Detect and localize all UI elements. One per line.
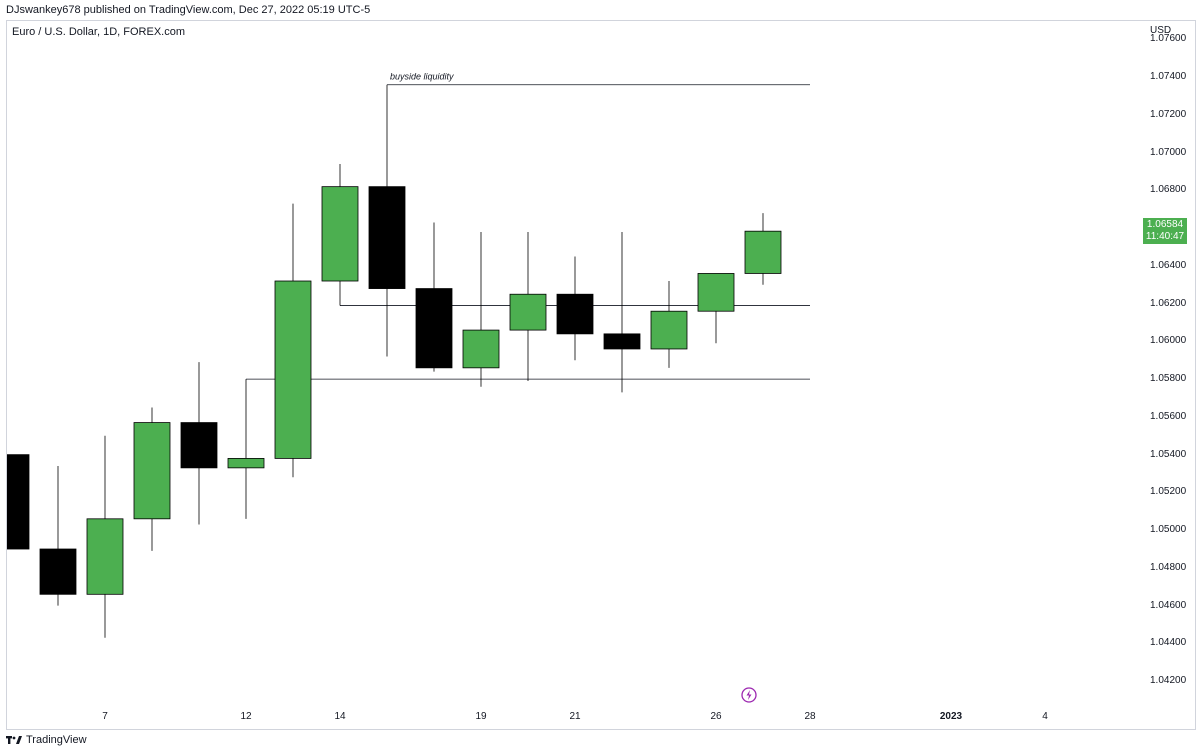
last-price-value: 1.06584 — [1146, 219, 1184, 231]
price-tick-label: 1.05800 — [1150, 373, 1187, 385]
price-tick-label: 1.04600 — [1150, 599, 1187, 611]
price-tick-label: 1.06200 — [1150, 297, 1187, 309]
candle-body-5 — [227, 458, 265, 469]
price-tick-label: 1.07000 — [1150, 146, 1187, 158]
price-tick-label: 1.07400 — [1150, 71, 1187, 83]
price-tick-label: 1.04400 — [1150, 637, 1187, 649]
candle-body-3 — [133, 422, 171, 520]
candle-body-2 — [86, 518, 124, 595]
price-tick-label: 1.06000 — [1150, 335, 1187, 347]
price-tick-label: 1.04800 — [1150, 561, 1187, 573]
chart-pane[interactable] — [6, 20, 1196, 730]
price-tick-label: 1.05600 — [1150, 410, 1187, 422]
price-tick-label: 1.07200 — [1150, 108, 1187, 120]
candle-body-14 — [650, 310, 688, 350]
time-tick-label: 12 — [240, 711, 252, 722]
candle-body-7 — [321, 186, 359, 282]
candle-body-6 — [274, 280, 312, 459]
countdown-value: 11:40:47 — [1145, 231, 1185, 243]
candle-body-0 — [7, 454, 30, 550]
candle-body-1 — [39, 548, 77, 595]
candle-body-10 — [462, 329, 500, 369]
last-price-tag: 1.06584 11:40:47 — [1143, 218, 1187, 245]
currency-label: USD — [1150, 25, 1172, 36]
time-tick-label: 2023 — [939, 711, 963, 722]
time-tick-label: 28 — [804, 711, 816, 722]
candle-body-11 — [509, 293, 547, 331]
brand-name: TradingView — [26, 734, 87, 746]
price-tick-label: 1.04200 — [1150, 675, 1187, 687]
candle-body-13 — [603, 333, 641, 350]
time-tick-label: 14 — [334, 711, 346, 722]
time-tick-label: 26 — [710, 711, 722, 722]
tradingview-logo-icon — [6, 735, 22, 745]
time-tick-label: 4 — [1042, 711, 1048, 722]
price-tick-label: 1.06400 — [1150, 259, 1187, 271]
candle-body-9 — [415, 288, 453, 369]
publish-info: DJswankey678 published on TradingView.co… — [6, 4, 371, 16]
tradingview-brand[interactable]: TradingView — [6, 733, 87, 747]
lightning-icon[interactable] — [741, 687, 757, 703]
candle-body-15 — [697, 273, 735, 312]
candle-body-16 — [744, 230, 782, 274]
candle-body-4 — [180, 422, 218, 469]
plot-area: buyside liquidity — [7, 72, 810, 638]
price-tick-label: 1.05200 — [1150, 486, 1187, 498]
price-tick-label: 1.07600 — [1150, 33, 1187, 45]
time-tick-label: 7 — [102, 711, 108, 722]
candle-body-8 — [368, 186, 406, 289]
time-tick-label: 21 — [569, 711, 581, 722]
level-label-0: buyside liquidity — [390, 72, 454, 82]
price-tick-label: 1.05000 — [1150, 524, 1187, 536]
symbol-description[interactable]: Euro / U.S. Dollar, 1D, FOREX.com — [12, 26, 185, 38]
price-tick-label: 1.05400 — [1150, 448, 1187, 460]
time-tick-label: 19 — [475, 711, 487, 722]
candle-body-12 — [556, 293, 594, 335]
price-tick-label: 1.06800 — [1150, 184, 1187, 196]
